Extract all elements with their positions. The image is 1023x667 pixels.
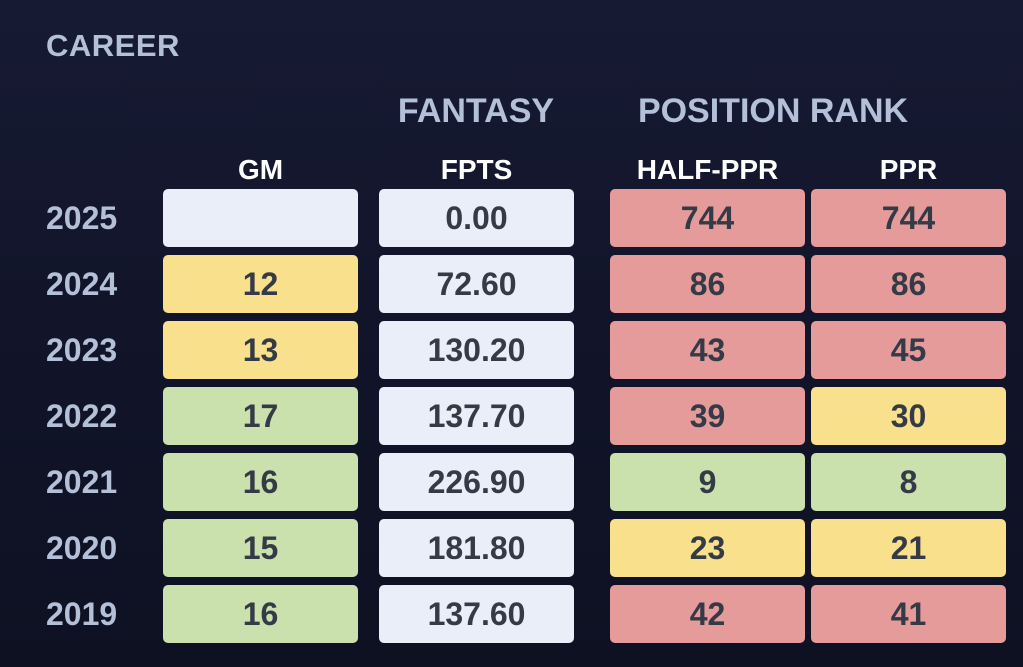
cell-fpts: 130.20	[379, 321, 574, 379]
row-year: 2023	[46, 332, 118, 368]
cell-half-ppr-rank: 43	[610, 321, 805, 379]
cell-gm	[163, 189, 358, 247]
column-header-ppr[interactable]: PPR	[879, 154, 938, 185]
cell-half-ppr-rank: 86	[610, 255, 805, 313]
group-header-position-rank: POSITION RANK	[637, 92, 909, 130]
column-header-fpts[interactable]: FPTS	[440, 154, 513, 185]
cell-gm: 15	[163, 519, 358, 577]
cell-fpts: 226.90	[379, 453, 574, 511]
row-year: 2020	[46, 530, 118, 566]
cell-half-ppr-rank: 744	[610, 189, 805, 247]
cell-ppr-rank: 45	[811, 321, 1006, 379]
column-header-half-ppr[interactable]: HALF-PPR	[636, 154, 779, 185]
row-year: 2022	[46, 398, 118, 434]
cell-ppr-rank: 30	[811, 387, 1006, 445]
cell-half-ppr-rank: 9	[610, 453, 805, 511]
cell-fpts: 181.80	[379, 519, 574, 577]
row-year: 2024	[46, 266, 118, 302]
group-header-fantasy: FANTASY	[397, 92, 555, 130]
cell-half-ppr-rank: 39	[610, 387, 805, 445]
cell-ppr-rank: 744	[811, 189, 1006, 247]
cell-ppr-rank: 21	[811, 519, 1006, 577]
cell-ppr-rank: 41	[811, 585, 1006, 643]
cell-gm: 16	[163, 585, 358, 643]
cell-ppr-rank: 8	[811, 453, 1006, 511]
cell-fpts: 137.60	[379, 585, 574, 643]
row-year: 2019	[46, 596, 118, 632]
cell-gm: 17	[163, 387, 358, 445]
cell-gm: 13	[163, 321, 358, 379]
cell-fpts: 137.70	[379, 387, 574, 445]
cell-half-ppr-rank: 23	[610, 519, 805, 577]
cell-fpts: 72.60	[379, 255, 574, 313]
cell-gm: 12	[163, 255, 358, 313]
row-year: 2025	[46, 200, 118, 236]
cell-half-ppr-rank: 42	[610, 585, 805, 643]
cell-gm: 16	[163, 453, 358, 511]
cell-ppr-rank: 86	[811, 255, 1006, 313]
row-year: 2021	[46, 464, 118, 500]
cell-fpts: 0.00	[379, 189, 574, 247]
section-title: CAREER	[46, 28, 180, 63]
column-header-gm[interactable]: GM	[237, 154, 284, 185]
